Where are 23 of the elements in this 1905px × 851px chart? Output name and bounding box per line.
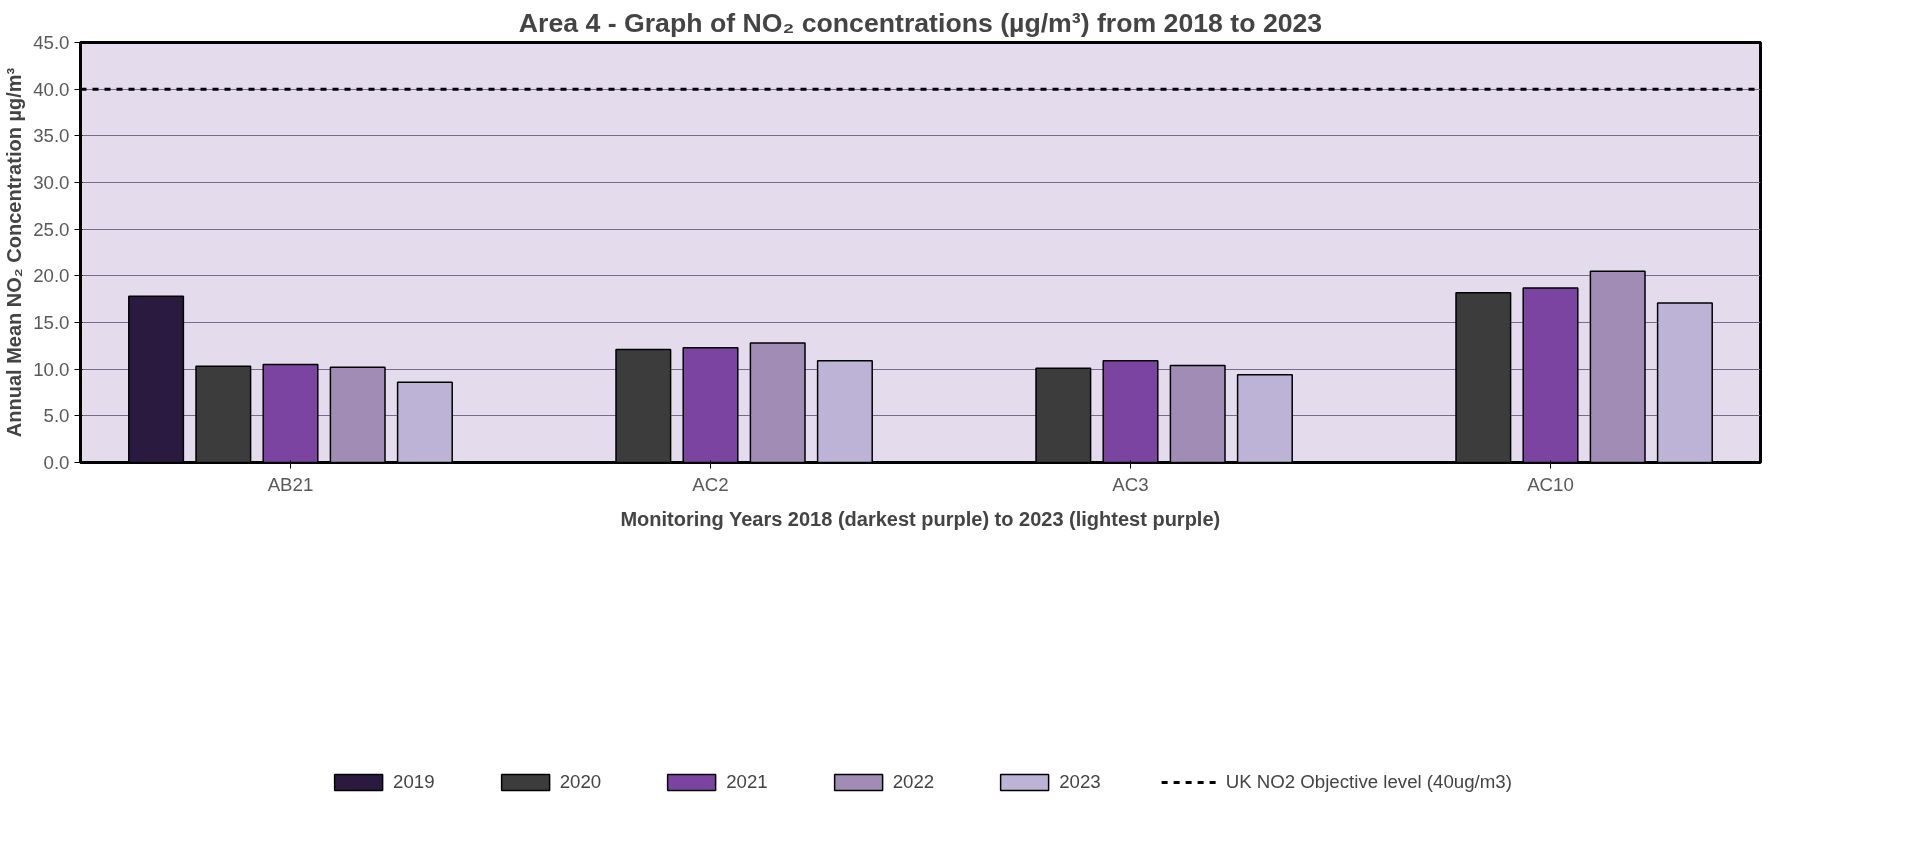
legend-label: 2019 [393, 771, 435, 793]
y-tick-label: 10.0 [33, 358, 70, 380]
y-tick-label: 35.0 [33, 125, 70, 147]
y-axis-title: Annual Mean NO₂ Concentration µg/m³ [3, 67, 26, 438]
y-tick-label: 45.0 [33, 32, 70, 53]
legend-label: 2023 [1059, 771, 1101, 793]
x-tick-label: AC3 [1112, 473, 1149, 495]
x-tick-label: AC10 [1527, 473, 1574, 495]
x-tick-label: AC2 [692, 473, 729, 495]
y-tick-label: 40.0 [33, 78, 70, 100]
x-axis-title: Monitoring Years 2018 (darkest purple) to 2023 (lightest purple) [620, 507, 1221, 530]
y-tick-label: 20.0 [33, 265, 70, 287]
legend-label: 2022 [892, 771, 935, 793]
legend-label: UK NO2 Objective level (40ug/m3) [1225, 771, 1512, 793]
y-tick-label: 5.0 [43, 405, 70, 427]
x-tick-label: AB21 [267, 473, 314, 495]
legend-label: 2020 [559, 771, 602, 793]
y-tick-label: 15.0 [33, 312, 70, 333]
y-tick-label: 0.0 [43, 452, 70, 473]
y-tick-label: 30.0 [33, 172, 70, 193]
chart-title: Area 4 - Graph of NO₂ concentrations (µg/m³) from 2018 to 2023 [518, 7, 1323, 38]
legend-label: 2021 [726, 771, 768, 793]
y-tick-label: 25.0 [33, 218, 70, 240]
